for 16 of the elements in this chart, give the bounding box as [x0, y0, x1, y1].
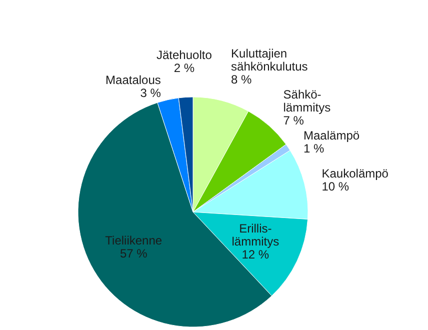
data-label: 1 %	[304, 141, 325, 156]
data-label: 10 %	[322, 179, 350, 194]
slice-label: Maalämpö	[304, 128, 360, 142]
slice-label: Tieliikenne	[105, 234, 162, 248]
data-label: 57 %	[120, 246, 148, 261]
slice-label: Erillis-lämmitys	[232, 221, 280, 248]
data-label: 3 %	[140, 86, 162, 100]
slice-label: Sähkö-lämmitys	[283, 87, 331, 114]
slice-label: Kaukolämpö	[322, 166, 389, 180]
slice-label: Maatalous	[106, 72, 161, 87]
data-label: 7 %	[283, 113, 304, 128]
slice-label: Jätehuolto	[156, 48, 212, 62]
slice-label: Kuluttajien sähkönkulutus	[231, 46, 308, 74]
data-label: 8 %	[231, 72, 252, 86]
data-label: 2 %	[174, 60, 195, 75]
data-label: 12 %	[242, 247, 270, 262]
